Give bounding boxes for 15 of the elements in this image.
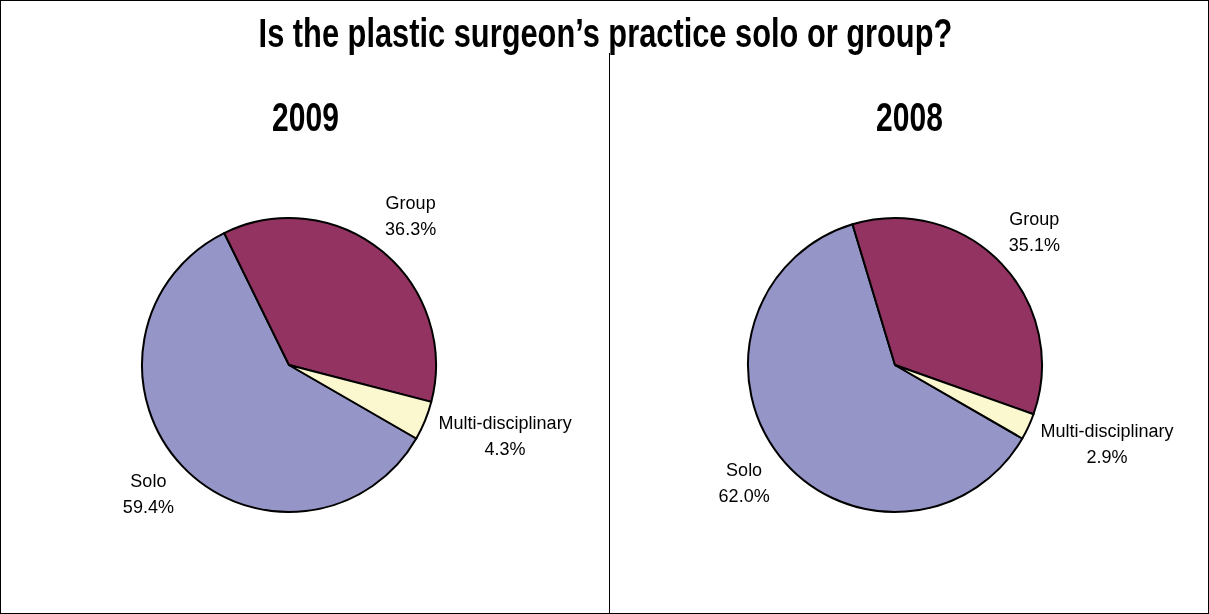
chart-title: 2008 bbox=[876, 95, 943, 139]
slice-label: Solo bbox=[726, 459, 763, 480]
chart-subtitle: 2009 bbox=[272, 95, 339, 139]
data-label: 62.0% bbox=[718, 485, 770, 506]
data-label: 35.1% bbox=[1008, 235, 1060, 256]
data-label: 36.3% bbox=[385, 218, 437, 239]
data-label: 4.3% bbox=[484, 439, 526, 460]
slice-label: Multi-disciplinary bbox=[438, 413, 572, 434]
slice-label: Multi-disciplinary bbox=[1040, 421, 1174, 442]
slice-label: Group bbox=[1009, 209, 1060, 230]
slice-label: Group bbox=[385, 192, 436, 213]
chart-title: Is the plastic surgeon’s practice solo or group? bbox=[258, 11, 953, 55]
slice-label: Solo bbox=[130, 471, 167, 492]
data-label: 2.9% bbox=[1086, 447, 1128, 468]
data-label: 59.4% bbox=[122, 497, 174, 518]
